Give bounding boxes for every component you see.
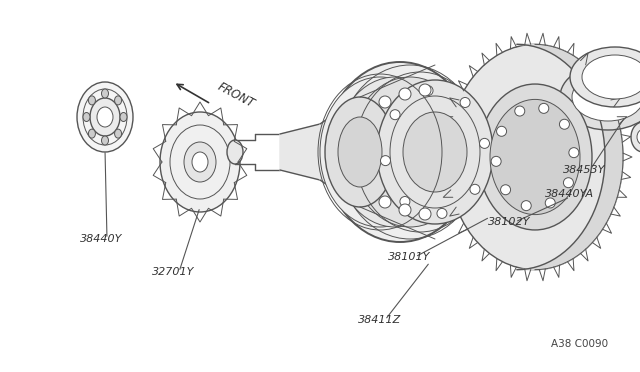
Ellipse shape [447, 44, 623, 270]
Text: 38453Y: 38453Y [563, 165, 605, 175]
Circle shape [479, 138, 490, 148]
Polygon shape [320, 97, 360, 207]
Circle shape [381, 155, 390, 166]
Polygon shape [517, 44, 623, 270]
Ellipse shape [582, 55, 640, 99]
Ellipse shape [88, 96, 95, 105]
Text: 38440Y: 38440Y [80, 234, 122, 244]
Ellipse shape [77, 82, 133, 152]
Ellipse shape [631, 122, 640, 152]
Circle shape [497, 126, 507, 136]
Text: 38101Y: 38101Y [388, 252, 430, 262]
Ellipse shape [490, 99, 580, 215]
Ellipse shape [478, 84, 592, 230]
Text: 32701Y: 32701Y [152, 267, 195, 277]
Ellipse shape [570, 47, 640, 107]
Text: 38411Z: 38411Z [358, 315, 401, 325]
Ellipse shape [184, 142, 216, 182]
Circle shape [545, 198, 556, 208]
Ellipse shape [88, 129, 95, 138]
Circle shape [491, 156, 501, 166]
Circle shape [419, 208, 431, 220]
Circle shape [437, 208, 447, 218]
Circle shape [399, 204, 411, 216]
Ellipse shape [120, 112, 127, 122]
Ellipse shape [403, 112, 467, 192]
Text: 38440YA: 38440YA [545, 189, 594, 199]
Circle shape [379, 196, 391, 208]
Circle shape [399, 88, 411, 100]
Circle shape [460, 97, 470, 108]
Ellipse shape [335, 77, 455, 227]
Ellipse shape [97, 107, 113, 127]
Circle shape [539, 103, 548, 113]
Ellipse shape [325, 97, 395, 207]
Circle shape [559, 119, 570, 129]
Ellipse shape [350, 77, 470, 227]
Circle shape [379, 96, 391, 108]
Polygon shape [280, 124, 320, 180]
Circle shape [569, 148, 579, 158]
Ellipse shape [102, 136, 109, 145]
Text: FRONT: FRONT [215, 80, 257, 110]
Circle shape [515, 106, 525, 116]
Circle shape [400, 196, 410, 206]
Circle shape [423, 86, 433, 96]
Ellipse shape [192, 152, 208, 172]
Circle shape [500, 185, 511, 195]
Circle shape [419, 84, 431, 96]
Ellipse shape [83, 112, 90, 122]
Circle shape [390, 110, 400, 120]
Text: A38 C0090: A38 C0090 [551, 339, 608, 349]
Ellipse shape [115, 129, 122, 138]
Ellipse shape [320, 77, 440, 227]
Ellipse shape [572, 73, 640, 121]
Ellipse shape [115, 96, 122, 105]
Ellipse shape [102, 89, 109, 98]
Circle shape [470, 184, 480, 194]
Circle shape [563, 178, 573, 188]
Ellipse shape [90, 98, 120, 136]
Text: 38102Y: 38102Y [488, 217, 531, 227]
Circle shape [521, 201, 531, 211]
Ellipse shape [325, 62, 475, 242]
Ellipse shape [338, 117, 382, 187]
Ellipse shape [160, 112, 240, 212]
Ellipse shape [637, 129, 640, 144]
Ellipse shape [377, 80, 493, 224]
Ellipse shape [227, 140, 243, 164]
Ellipse shape [560, 64, 640, 130]
